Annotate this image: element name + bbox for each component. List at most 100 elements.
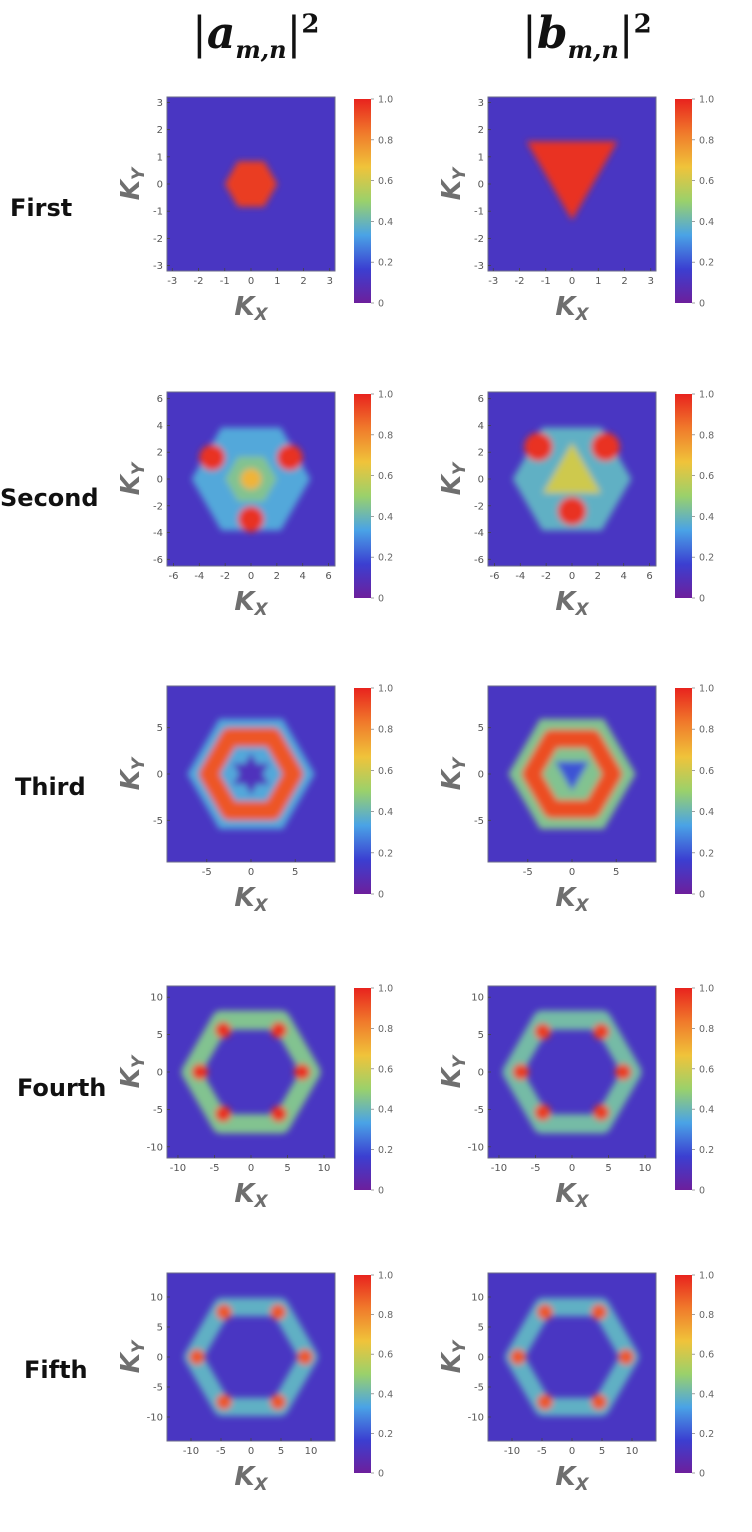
x-tick-label: 3 [327,276,333,287]
heatmap-feature-blob [593,1023,610,1040]
heatmap-feature-hexagon [224,161,278,207]
colorbar: 0 0.2 0.4 0.6 0.8 1.0 [354,984,393,1197]
x-tick-label: 5 [278,1446,284,1457]
y-tick-label: 0 [157,475,163,486]
y-axis-label: KY [116,461,149,495]
colorbar: 0 0.2 0.4 0.6 0.8 1.0 [675,1271,714,1480]
heatmap-feature-triangle-down [526,141,618,221]
y-tick-label: -2 [474,234,484,245]
y-tick-label: 5 [478,1323,484,1334]
panel-fifth-b: -10 -5 0 5 10 -10 -5 0 5 10 KX KY 0 0.2 0.4 0.6 0.8 1.0 [437,1271,714,1496]
x-axis-label: KX [555,587,589,620]
colorbar-gradient [354,394,371,598]
heatmap-feature-blob [191,1063,208,1081]
colorbar-tick-label: 0.8 [699,1024,714,1035]
y-axis-label: KY [116,756,149,790]
colorbar-tick-label: 0.4 [378,512,393,523]
x-tick-label: -5 [209,1163,219,1174]
y-tick-label: 5 [478,723,484,734]
x-tick-label: 0 [569,867,575,878]
y-tick-label: -10 [147,1142,163,1153]
x-axis-label: KX [555,883,589,916]
x-tick-label: 4 [621,571,627,582]
panel-first-b: -3 -2 -1 0 1 2 3 -3 -2 -1 0 1 2 3 KX KY 0 0.2 0.4 0.6 0.8 1.0 [437,95,714,326]
x-tick-label: -10 [183,1446,199,1457]
colorbar-gradient [675,99,692,303]
heatmap-feature-blob [512,1063,529,1081]
y-tick-label: -5 [474,1105,484,1116]
colorbar-tick-label: 0.6 [378,176,393,187]
y-tick-label: 4 [157,421,163,432]
colorbar-tick-label: 0.8 [378,430,393,441]
x-axis-label: KX [234,1462,268,1495]
x-tick-label: 6 [325,571,331,582]
x-tick-label: -4 [515,571,525,582]
colorbar-tick-label: 0.4 [699,1389,714,1400]
x-tick-label: -6 [168,571,178,582]
colorbar-tick-label: 0 [699,1469,705,1480]
heatmap-feature-ring [522,729,622,819]
x-tick-label: 3 [648,276,654,287]
y-tick-label: 5 [157,723,163,734]
y-tick-label: -3 [153,261,163,272]
heatmap-feature-hexagon-ring [502,1010,642,1134]
heatmap-feature-blob [199,444,226,471]
x-tick-label: 0 [569,1163,575,1174]
colorbar-tick-label: 0.6 [699,471,714,482]
heatmap-feature-blob [615,1063,632,1081]
colorbar-tick-label: 1.0 [699,390,714,401]
y-axis-label: KY [437,1339,470,1373]
colorbar-tick-label: 1.0 [699,984,714,995]
colorbar-tick-label: 0.8 [378,1310,393,1321]
colorbar-tick-label: 0.2 [378,553,393,564]
y-axis-label: KY [437,1054,470,1088]
y-tick-label: 5 [157,1030,163,1041]
colorbar: 0 0.2 0.4 0.6 0.8 1.0 [354,95,393,310]
heatmap-feature-blob [534,1023,551,1040]
colorbar: 0 0.2 0.4 0.6 0.8 1.0 [675,95,714,310]
colorbar-tick-label: 0.8 [378,725,393,736]
x-tick-label: -2 [541,571,551,582]
colorbar: 0 0.2 0.4 0.6 0.8 1.0 [354,390,393,605]
panel-fifth-a: -10 -5 0 5 10 -10 -5 0 5 10 KX KY 0 0.2 0.4 0.6 0.8 1.0 [116,1271,393,1496]
colorbar-tick-label: 0.6 [378,766,393,777]
y-tick-label: 0 [157,1068,163,1079]
x-tick-label: 2 [621,276,627,287]
y-tick-label: -4 [474,528,484,539]
heatmap-feature-blob [537,1394,553,1410]
heatmap-feature-hexagon-ring [181,1010,321,1134]
colorbar: 0 0.2 0.4 0.6 0.8 1.0 [675,390,714,605]
x-tick-label: 10 [305,1446,318,1457]
colorbar-tick-label: 0.2 [378,1429,393,1440]
x-tick-label: 0 [569,1446,575,1457]
colorbar-tick-label: 1.0 [378,95,393,106]
colorbar-tick-label: 0.2 [699,1429,714,1440]
heatmap-feature-blob [537,1304,553,1320]
colorbar-gradient [354,688,371,894]
colorbar-tick-label: 0.4 [699,807,714,818]
colorbar-tick-label: 0.8 [699,430,714,441]
heatmap-feature-blob [240,468,262,490]
colorbar-tick-label: 0 [378,1469,384,1480]
x-tick-label: -10 [491,1163,507,1174]
colorbar-tick-label: 1.0 [699,684,714,695]
heatmap-feature-ring [199,727,303,821]
x-tick-label: 0 [248,1446,254,1457]
column-header-b: |bm,n|2 [522,8,652,64]
y-tick-label: -2 [153,234,163,245]
x-tick-label: 0 [248,867,254,878]
colorbar: 0 0.2 0.4 0.6 0.8 1.0 [675,984,714,1197]
x-tick-label: 10 [318,1163,331,1174]
colorbar-tick-label: 1.0 [378,1271,393,1282]
x-tick-label: -3 [488,276,498,287]
row-label-second: Second [0,484,99,512]
colorbar-tick-label: 1.0 [699,1271,714,1282]
x-tick-label: 1 [274,276,280,287]
heatmap-feature-star [232,752,270,796]
x-axis-label: KX [234,292,268,325]
y-tick-label: -6 [153,555,163,566]
row-label-fourth: Fourth [17,1074,107,1102]
colorbar-tick-label: 0 [699,1186,705,1197]
